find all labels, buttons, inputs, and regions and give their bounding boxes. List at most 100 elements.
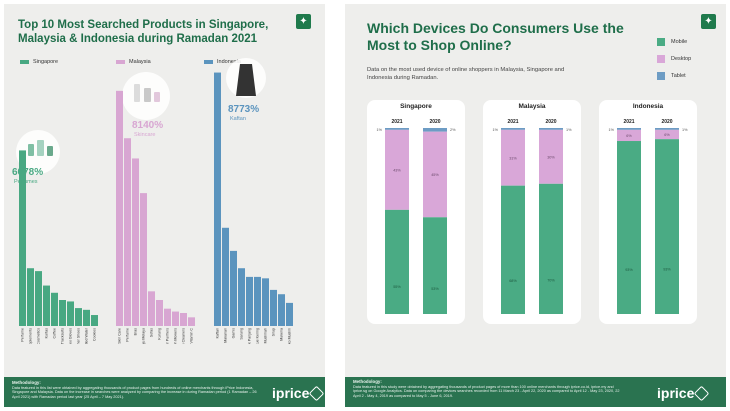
tablet-value-label: 1%: [682, 128, 688, 132]
category-label: Koko Muslim: [287, 328, 291, 344]
bar-mobile: [501, 185, 525, 314]
legend-label: Indonesia: [217, 59, 241, 65]
category-label: Toples Makanan: [223, 328, 227, 344]
category-label: Gamis: [231, 328, 235, 339]
mobile-value-label: 93%: [625, 268, 633, 272]
bar-indonesia: [214, 72, 221, 327]
year-label: 2021: [623, 119, 634, 125]
bar-indonesia: [246, 276, 253, 326]
right-infographic: ✦ Which Devices Do Consumers Use the Mos…: [345, 4, 726, 407]
bar-desktop: [501, 129, 525, 186]
bar-tablet: [423, 128, 447, 132]
category-label: Mukena: [279, 328, 283, 341]
bar-mobile: [539, 183, 563, 314]
right-footer: Methodology: Data featured in this study…: [345, 377, 726, 407]
category-label: Sirup: [271, 328, 275, 336]
bar-malaysia: [148, 291, 155, 326]
left-legend-singapore: Singapore: [20, 59, 58, 65]
left-title: Top 10 Most Searched Products in Singapo…: [18, 19, 269, 45]
bar-malaysia: [156, 300, 163, 326]
bar-malaysia: [132, 158, 139, 326]
singapore-swatch-icon: [20, 60, 29, 64]
mobile-value-label: 55%: [393, 285, 401, 289]
skincare-bottle-icon: [134, 84, 140, 102]
methodology-body: Data featured in this study were obtaine…: [353, 384, 620, 398]
bar-malaysia: [188, 317, 195, 326]
bar-indonesia: [230, 250, 237, 326]
country-card: [367, 100, 465, 324]
device-legend-desktop: Desktop: [657, 55, 691, 63]
bar-desktop: [617, 129, 641, 142]
category-label: Perfume: [125, 328, 129, 342]
legend-label: Desktop: [671, 56, 692, 62]
category-label: Rok Panjang: [247, 328, 251, 344]
mobile-value-label: 70%: [547, 278, 555, 282]
category-label: Coffee: [52, 328, 56, 339]
tablet-value-label: 2%: [450, 128, 456, 132]
highlight-label: Kaftan: [230, 116, 246, 122]
bar-malaysia: [124, 138, 131, 326]
bar-malaysia: [172, 311, 179, 326]
highlight-value: 6078%: [12, 167, 43, 178]
kaftan-dress-icon: [236, 64, 256, 96]
indonesia-swatch-icon: [204, 60, 213, 64]
bar-desktop: [655, 129, 679, 140]
year-label: 2020: [429, 119, 440, 125]
desktop-value-label: 31%: [509, 156, 517, 160]
category-label: Supplements: [28, 328, 32, 344]
desktop-value-label: 6%: [626, 134, 632, 138]
category-label: Bottled Water: [84, 327, 88, 344]
left-footer: Methodology: Data featured in this list …: [4, 377, 325, 407]
left-legend-malaysia: Malaysia: [116, 59, 151, 65]
left-infographic: ✦ Top 10 Most Searched Products in Singa…: [4, 4, 325, 407]
category-label: Skin Care: [117, 328, 121, 344]
category-label: Baju Melayu: [141, 328, 145, 344]
bar-singapore: [83, 309, 90, 326]
category-label: Lawn Mowers: [173, 328, 177, 344]
right-methodology: Methodology: Data featured in this study…: [353, 379, 623, 398]
tablet-swatch-icon: [657, 72, 665, 80]
right-brand-logo: iprice: [657, 385, 710, 401]
year-label: 2020: [545, 119, 556, 125]
bar-malaysia: [140, 193, 147, 326]
highlight-label: Skincare: [134, 132, 155, 138]
mobile-swatch-icon: [657, 38, 665, 46]
desktop-swatch-icon: [657, 55, 665, 63]
bar-singapore: [43, 285, 50, 326]
bar-indonesia: [222, 227, 229, 326]
highlight-value: 8140%: [132, 120, 163, 131]
bar-singapore: [91, 315, 98, 326]
bar-singapore: [51, 292, 58, 326]
tablet-value-label: 1%: [566, 128, 572, 132]
mobile-value-label: 68%: [509, 279, 517, 283]
bar-tablet: [501, 128, 525, 130]
category-label: Rok Muslimah: [263, 328, 267, 344]
category-label: Kurtas: [44, 328, 48, 339]
skincare-bottle-icon: [144, 88, 151, 102]
bar-singapore: [67, 301, 74, 326]
year-label: 2021: [507, 119, 518, 125]
mobile-value-label: 53%: [431, 287, 439, 291]
corner-logo-icon: ✦: [296, 14, 311, 29]
country-label: Singapore: [400, 103, 432, 110]
bar-mobile: [385, 209, 409, 314]
category-label: Kue Kering: [255, 328, 259, 344]
bar-tablet: [539, 128, 563, 130]
bar-desktop: [385, 129, 409, 210]
bar-mobile: [617, 141, 641, 314]
perfume-bottle-icon: [47, 146, 53, 156]
category-label: Kaftan: [215, 328, 219, 338]
bar-indonesia: [278, 294, 285, 326]
bar-desktop: [539, 129, 563, 184]
bar-mobile: [655, 139, 679, 314]
country-label: Malaysia: [518, 103, 545, 110]
highlight-value: 8773%: [228, 104, 259, 115]
bar-singapore: [75, 308, 82, 326]
category-label: Sofas: [149, 328, 153, 337]
left-methodology: Methodology: Data featured in this list …: [12, 380, 262, 399]
category-label: Sarung: [239, 328, 243, 340]
bar-singapore: [35, 271, 42, 326]
bar-singapore: [19, 150, 26, 326]
skincare-bottle-icon: [154, 92, 160, 102]
bar-malaysia: [164, 308, 171, 326]
